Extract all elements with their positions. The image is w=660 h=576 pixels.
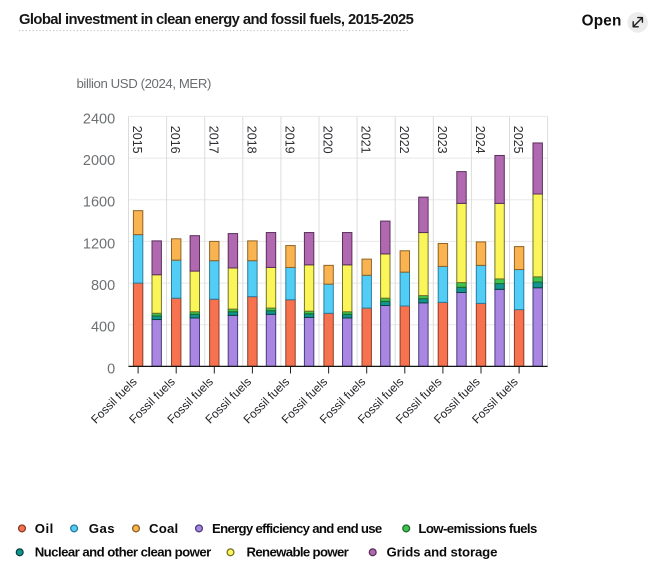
svg-text:2000: 2000 [83,153,115,169]
svg-text:Oil: Oil [35,521,54,536]
svg-text:2016: 2016 [168,126,182,154]
svg-text:2017: 2017 [206,126,220,154]
svg-text:2022: 2022 [397,126,411,154]
svg-text:2020: 2020 [321,126,335,154]
svg-text:Coal: Coal [149,521,178,536]
svg-text:Global investment in clean ene: Global investment in clean energy and fo… [19,12,414,28]
svg-text:billion USD (2024, MER): billion USD (2024, MER) [77,76,211,91]
svg-text:2021: 2021 [359,126,373,154]
svg-text:0: 0 [107,361,115,377]
svg-text:Grids and storage: Grids and storage [387,545,498,560]
svg-text:2015: 2015 [130,126,144,154]
svg-text:2019: 2019 [283,126,297,154]
svg-text:2023: 2023 [435,126,449,154]
svg-text:2025: 2025 [511,126,525,154]
svg-text:2024: 2024 [473,126,487,154]
svg-text:1200: 1200 [83,236,115,252]
svg-text:Renewable power: Renewable power [247,545,349,560]
svg-text:2400: 2400 [83,111,115,127]
svg-text:800: 800 [91,278,115,294]
svg-text:2018: 2018 [244,126,258,154]
svg-text:Energy efficiency and end use: Energy efficiency and end use [212,521,382,536]
svg-text:Low-emissions fuels: Low-emissions fuels [418,521,537,536]
svg-text:Gas: Gas [89,521,115,536]
svg-text:400: 400 [91,320,115,336]
svg-text:Nuclear and other clean power: Nuclear and other clean power [35,545,211,560]
svg-text:1600: 1600 [83,195,115,211]
svg-text:Open: Open [582,12,622,29]
